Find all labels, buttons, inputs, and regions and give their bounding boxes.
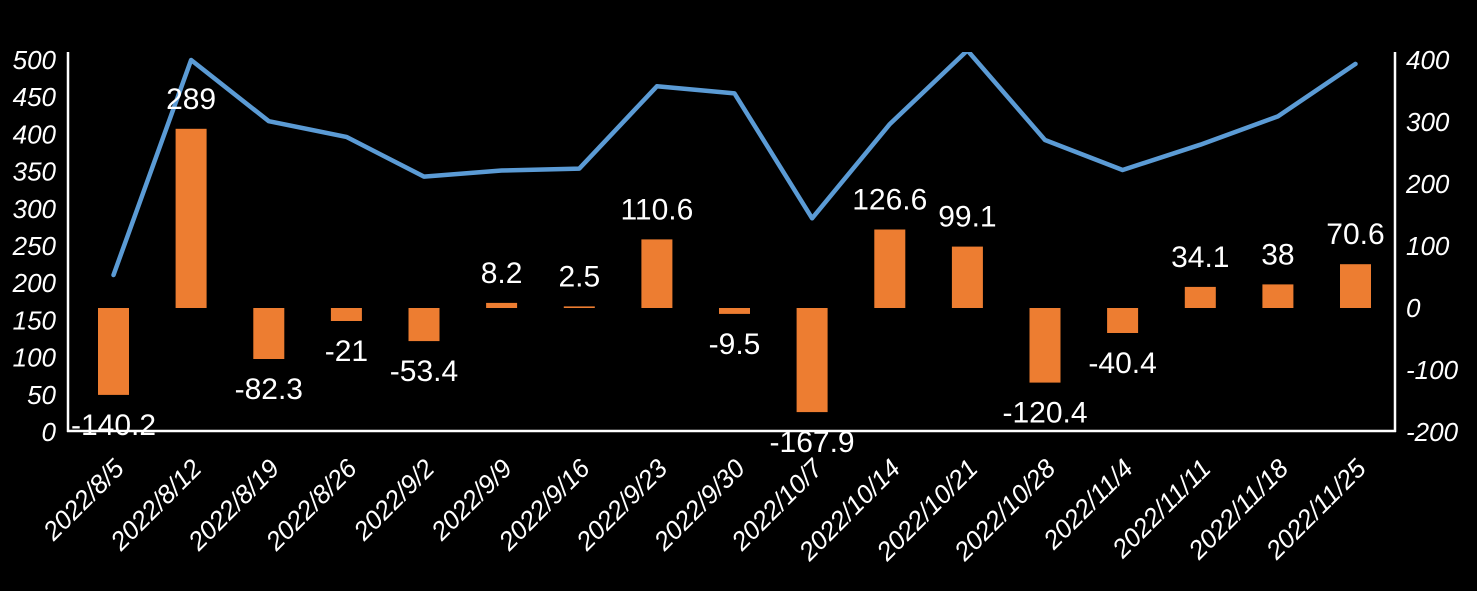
bar-data-label: 8.2	[481, 257, 523, 290]
left-axis-tick-label: 100	[13, 343, 57, 373]
bar-2022/11/18	[1262, 284, 1294, 308]
bar-data-label: -53.4	[390, 355, 458, 388]
bar-2022/11/11	[1184, 286, 1216, 308]
x-axis-date-label: 2022/9/2	[347, 453, 441, 547]
bar-2022/8/5	[98, 308, 129, 395]
bar-2022/8/19	[253, 308, 285, 359]
bar-data-label: -82.3	[235, 373, 303, 406]
bar-2022/8/12	[175, 128, 207, 308]
left-axis-tick-label: 50	[27, 380, 56, 410]
bar-data-label: 2.5	[558, 260, 600, 293]
bar-data-label: 38	[1261, 238, 1294, 271]
left-axis-tick-label: 350	[13, 157, 57, 187]
bar-2022/9/9	[486, 302, 518, 308]
bar-data-label: 99.1	[938, 201, 996, 234]
bar-2022/8/26	[330, 308, 362, 321]
bar-data-label: 126.6	[852, 184, 927, 217]
right-axis-tick-label: 300	[1406, 107, 1450, 137]
left-axis-tick-label: 450	[13, 82, 57, 112]
bar-2022/10/28	[1029, 308, 1061, 383]
bar-2022/11/25	[1340, 264, 1371, 308]
bar-data-label: 70.6	[1326, 218, 1384, 251]
bar-2022/11/4	[1107, 308, 1139, 333]
right-axis-tick-label: -200	[1406, 417, 1459, 447]
right-axis-tick-label: 0	[1406, 293, 1421, 323]
bar-2022/10/21	[951, 246, 983, 308]
bar-data-label: -9.5	[709, 328, 761, 361]
line-series	[111, 52, 1358, 278]
bar-data-label: -40.4	[1088, 347, 1156, 380]
left-axis-tick-label: 250	[12, 231, 57, 261]
left-axis-tick-label: 0	[42, 417, 57, 447]
bar-data-label: 34.1	[1171, 241, 1229, 274]
bar-2022/9/23	[641, 239, 673, 308]
left-axis-tick-label: 400	[13, 119, 57, 149]
bar-data-label: 110.6	[620, 193, 693, 226]
left-axis-tick-label: 300	[13, 194, 57, 224]
bar-data-label: 289	[166, 83, 216, 116]
bar-2022/10/7	[796, 308, 828, 413]
bar-data-label: -140.2	[71, 409, 156, 442]
left-axis-tick-label: 200	[12, 268, 57, 298]
bar-data-label: -167.9	[770, 426, 855, 459]
bar-2022/9/2	[408, 308, 440, 342]
bar-2022/9/30	[719, 308, 750, 314]
left-axis-tick-label: 150	[13, 305, 57, 335]
left-axis-tick-label: 500	[13, 45, 57, 75]
bar-data-label: -21	[325, 335, 368, 368]
bar-data-label: -120.4	[1002, 397, 1087, 430]
right-axis-tick-label: 100	[1406, 231, 1450, 261]
bar-2022/10/14	[874, 229, 906, 308]
bar-2022/9/16	[563, 306, 595, 308]
right-axis-tick-label: 200	[1405, 169, 1450, 199]
right-axis-tick-label: -100	[1406, 355, 1459, 385]
right-axis-tick-label: 400	[1406, 45, 1450, 75]
